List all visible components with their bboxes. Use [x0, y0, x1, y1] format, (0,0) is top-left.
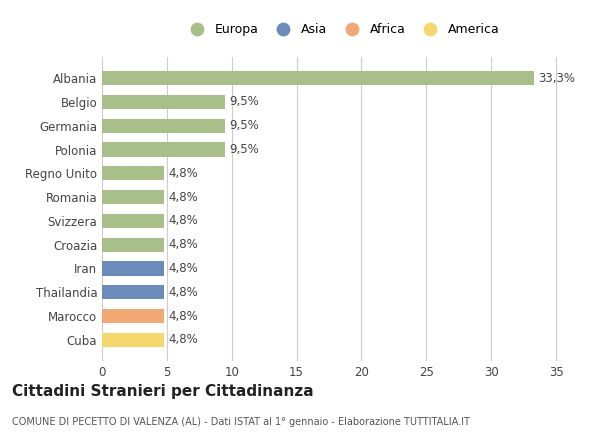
- Text: 33,3%: 33,3%: [538, 72, 575, 84]
- Text: 4,8%: 4,8%: [168, 238, 198, 251]
- Text: 4,8%: 4,8%: [168, 310, 198, 323]
- Bar: [102, 238, 164, 252]
- Bar: [102, 166, 164, 180]
- Bar: [102, 190, 164, 204]
- Text: 4,8%: 4,8%: [168, 334, 198, 346]
- Legend: Europa, Asia, Africa, America: Europa, Asia, Africa, America: [179, 18, 505, 41]
- Bar: [102, 214, 164, 228]
- Bar: [102, 95, 225, 109]
- Text: 4,8%: 4,8%: [168, 191, 198, 204]
- Text: 4,8%: 4,8%: [168, 167, 198, 180]
- Text: Cittadini Stranieri per Cittadinanza: Cittadini Stranieri per Cittadinanza: [12, 384, 314, 399]
- Text: 9,5%: 9,5%: [229, 143, 259, 156]
- Text: 9,5%: 9,5%: [229, 95, 259, 108]
- Bar: [102, 285, 164, 299]
- Text: 4,8%: 4,8%: [168, 286, 198, 299]
- Text: 4,8%: 4,8%: [168, 262, 198, 275]
- Bar: [102, 143, 225, 157]
- Bar: [102, 71, 534, 85]
- Bar: [102, 119, 225, 133]
- Bar: [102, 261, 164, 275]
- Bar: [102, 309, 164, 323]
- Text: COMUNE DI PECETTO DI VALENZA (AL) - Dati ISTAT al 1° gennaio - Elaborazione TUTT: COMUNE DI PECETTO DI VALENZA (AL) - Dati…: [12, 417, 470, 427]
- Bar: [102, 333, 164, 347]
- Text: 4,8%: 4,8%: [168, 214, 198, 227]
- Text: 9,5%: 9,5%: [229, 119, 259, 132]
